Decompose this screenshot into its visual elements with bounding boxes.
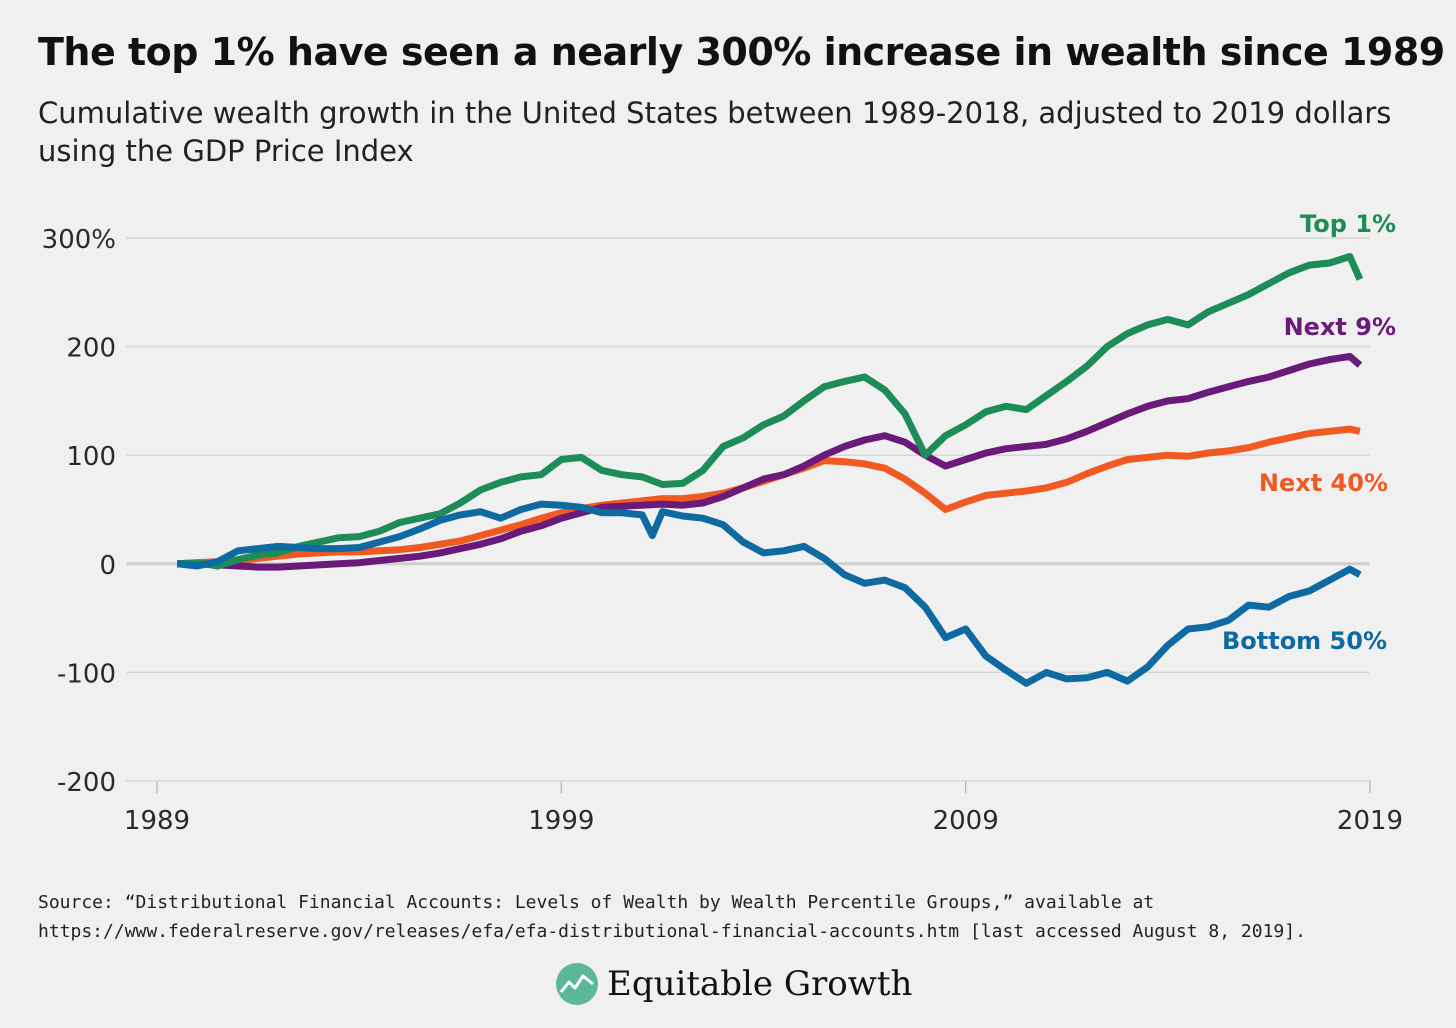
x-tick-label: 1999 [528,806,594,836]
series-label-next9: Next 9% [1284,313,1396,341]
series-line-next40 [177,425,1361,568]
series-label-bottom50: Bottom 50% [1222,627,1387,655]
equitable-growth-logo-icon [556,963,598,1005]
series-end-labels: Top 1% Next 9% Next 40% Bottom 50% [1222,210,1396,655]
x-tick-label: 1989 [124,806,190,836]
y-tick-label: -100 [57,659,116,689]
series-label-top1: Top 1% [1300,210,1396,238]
source-line-1: Source: “Distributional Financial Accoun… [38,892,1155,913]
y-tick-label: 100 [66,442,116,472]
chart-title: The top 1% have seen a nearly 300% incre… [38,30,1445,74]
series-label-next40: Next 40% [1259,469,1388,497]
x-tick-label: 2019 [1337,806,1403,836]
source-note: Source: “Distributional Financial Accoun… [38,888,1428,946]
series-lines [176,253,1364,687]
line-chart: 300% 200 100 0 -100 -200 1989 1999 2009 2019 Top … [42,210,1403,836]
x-tick-label: 2009 [933,806,999,836]
series-line-top1 [177,253,1364,570]
source-url-line: https://www.federalreserve.gov/releases/… [38,921,1306,942]
y-tick-label: 300% [42,225,116,255]
chart-subtitle: Cumulative wealth growth in the United S… [38,96,1392,168]
series-line-bottom50 [176,500,1362,687]
gridlines [126,237,1370,782]
brand-logo: Equitable Growth [555,962,912,1006]
axis-ticks: 300% 200 100 0 -100 -200 1989 1999 2009 2019 [42,225,1403,836]
y-tick-label: 200 [66,334,116,364]
y-tick-label: -200 [57,768,116,798]
y-tick-label: 0 [99,551,116,581]
brand-name: Equitable Growth [607,964,913,1004]
series-line-next9 [177,352,1363,571]
